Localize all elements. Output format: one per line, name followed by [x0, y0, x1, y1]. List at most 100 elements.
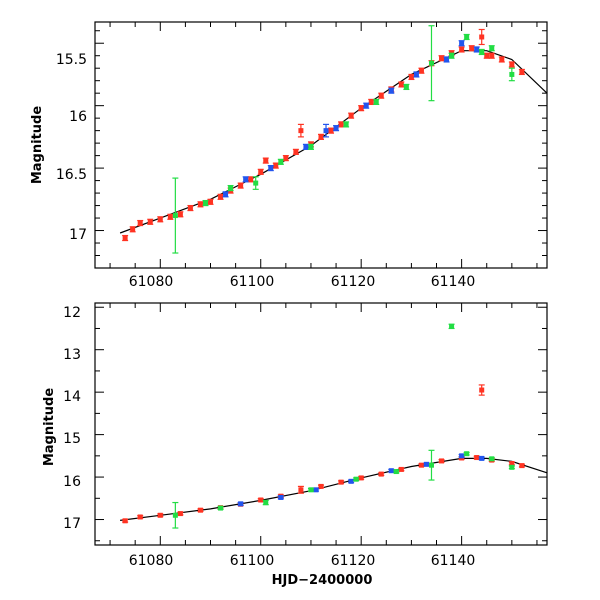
data-point-red [197, 201, 204, 208]
data-point-green [277, 158, 284, 165]
top-x-tick-label: 61100 [230, 274, 275, 290]
bottom-axis-ticks [95, 303, 547, 545]
marker [398, 466, 404, 472]
data-point-red [358, 105, 365, 112]
data-point-red [518, 463, 525, 469]
bottom-plot-frame [94, 302, 548, 546]
data-point-green [488, 456, 495, 462]
marker [303, 144, 309, 150]
marker [308, 487, 314, 493]
marker [519, 463, 525, 469]
marker [253, 180, 259, 186]
marker [444, 56, 450, 62]
marker [147, 219, 153, 225]
data-point-red [282, 155, 289, 162]
marker [263, 158, 269, 164]
top-y-tick-label: 16.5 [56, 167, 87, 183]
data-point-blue [333, 125, 340, 132]
data-point-green [428, 449, 435, 481]
marker [459, 40, 465, 46]
marker [489, 456, 495, 462]
marker [268, 165, 274, 171]
data-point-red [207, 198, 214, 205]
data-point-red [438, 458, 445, 464]
marker [459, 453, 465, 459]
data-point-red [237, 182, 244, 189]
marker [177, 211, 183, 217]
marker [278, 494, 284, 500]
marker [499, 56, 505, 62]
marker [172, 213, 178, 219]
bottom-x-axis-label: HJD−2400000 [272, 573, 373, 588]
marker [378, 93, 384, 99]
marker [408, 74, 414, 80]
marker [278, 159, 284, 165]
marker [323, 128, 329, 134]
marker [238, 183, 244, 189]
data-point-red [368, 98, 375, 106]
data-point-blue [443, 56, 450, 63]
marker [122, 235, 128, 241]
data-point-red [508, 61, 515, 68]
bottom-y-tick-label: 14 [63, 389, 81, 405]
data-point-red [478, 384, 485, 396]
marker [343, 121, 349, 127]
marker [479, 387, 485, 393]
marker [509, 61, 515, 67]
data-point-green [393, 469, 400, 475]
marker [218, 194, 224, 200]
bottom-data-points [122, 323, 525, 529]
top-plot-frame [94, 21, 548, 269]
marker [489, 45, 495, 51]
marker [368, 99, 374, 105]
data-point-red [408, 73, 415, 81]
data-point-blue [423, 461, 430, 467]
marker [338, 479, 344, 485]
data-point-blue [413, 71, 420, 78]
data-point-green [172, 177, 179, 254]
top-light-curve-panel: 15.5 16 16.5 17 Magnitude [30, 21, 548, 269]
marker [413, 71, 419, 77]
data-point-green [262, 499, 269, 506]
data-point-red [473, 455, 480, 461]
data-point-blue [478, 455, 485, 461]
marker [398, 81, 404, 87]
top-model-curve-group [119, 50, 548, 234]
top-x-tick-label: 61120 [331, 274, 376, 290]
data-point-red [508, 460, 515, 466]
data-point-blue [473, 46, 480, 53]
data-point-blue [242, 176, 249, 183]
marker [474, 455, 480, 461]
marker [122, 518, 128, 524]
data-point-red [488, 52, 495, 59]
marker [428, 60, 434, 66]
data-point-red [468, 45, 475, 52]
top-data-points [122, 25, 525, 254]
marker [172, 512, 178, 518]
data-point-red [297, 123, 304, 138]
marker [157, 216, 163, 222]
data-point-blue [388, 468, 395, 474]
data-point-red [157, 512, 164, 518]
data-point-red [257, 497, 264, 503]
marker [393, 469, 399, 475]
data-point-green [172, 501, 179, 529]
top-axis-ticks [95, 22, 547, 269]
data-point-red [297, 485, 304, 494]
data-point-green [463, 451, 470, 457]
bottom-x-tick-label: 61120 [331, 553, 376, 569]
data-point-red [348, 112, 355, 119]
marker [449, 53, 455, 59]
marker [418, 462, 424, 468]
data-point-red [418, 462, 425, 468]
marker [202, 200, 208, 206]
marker [373, 99, 379, 105]
marker [428, 462, 434, 468]
marker [263, 500, 269, 506]
marker [449, 323, 455, 329]
data-point-blue [388, 87, 395, 94]
marker [519, 69, 525, 75]
data-point-green [508, 67, 515, 82]
data-point-red [137, 219, 144, 227]
bottom-model-curve [120, 457, 548, 521]
